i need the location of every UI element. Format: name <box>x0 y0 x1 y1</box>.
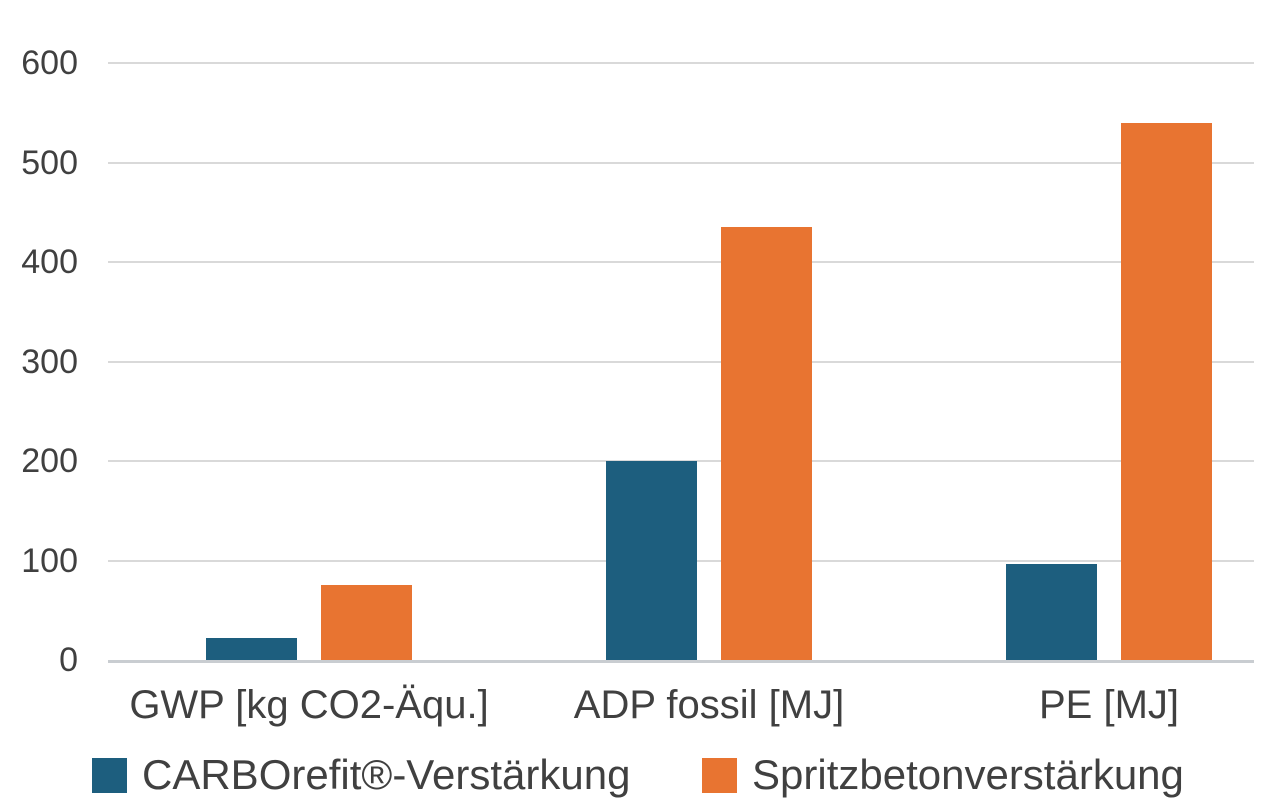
gridline <box>108 62 1254 64</box>
y-axis-tick-label: 400 <box>21 243 78 281</box>
bar <box>606 461 697 660</box>
bar <box>206 638 297 660</box>
legend-series-label: CARBOrefit®-Verstärkung <box>142 751 631 798</box>
y-axis-tick-label: 100 <box>21 541 78 580</box>
x-axis-category-label: ADP fossil [MJ] <box>573 683 845 727</box>
y-axis-tick-label: 300 <box>21 342 78 381</box>
gridline <box>108 360 1254 363</box>
bar-group <box>606 227 812 660</box>
x-axis-category-label: GWP [kg CO2-Äqu.] <box>129 683 489 727</box>
y-axis-tick-label: 200 <box>21 442 78 480</box>
y-axis-tick-label: 0 <box>59 641 78 679</box>
legend-series-label: Spritzbetonverstärkung <box>752 751 1184 798</box>
bar <box>1121 122 1212 660</box>
legend-swatch <box>702 757 737 793</box>
bar <box>1006 564 1097 660</box>
gridline <box>108 261 1254 263</box>
legend-item: CARBOrefit®-Verstärkung <box>92 750 630 800</box>
x-axis-category-label: PE [MJ] <box>1038 683 1180 727</box>
bar <box>321 585 412 660</box>
y-axis-tick-label: 500 <box>21 143 78 182</box>
plot-area <box>108 62 1254 663</box>
legend-swatch <box>92 757 127 793</box>
bar-group <box>206 585 412 660</box>
bar-group <box>1006 122 1212 660</box>
bar <box>721 227 812 660</box>
y-axis-tick-label: 600 <box>21 44 78 82</box>
gridline <box>108 161 1254 164</box>
legend-item: Spritzbetonverstärkung <box>702 750 1184 800</box>
